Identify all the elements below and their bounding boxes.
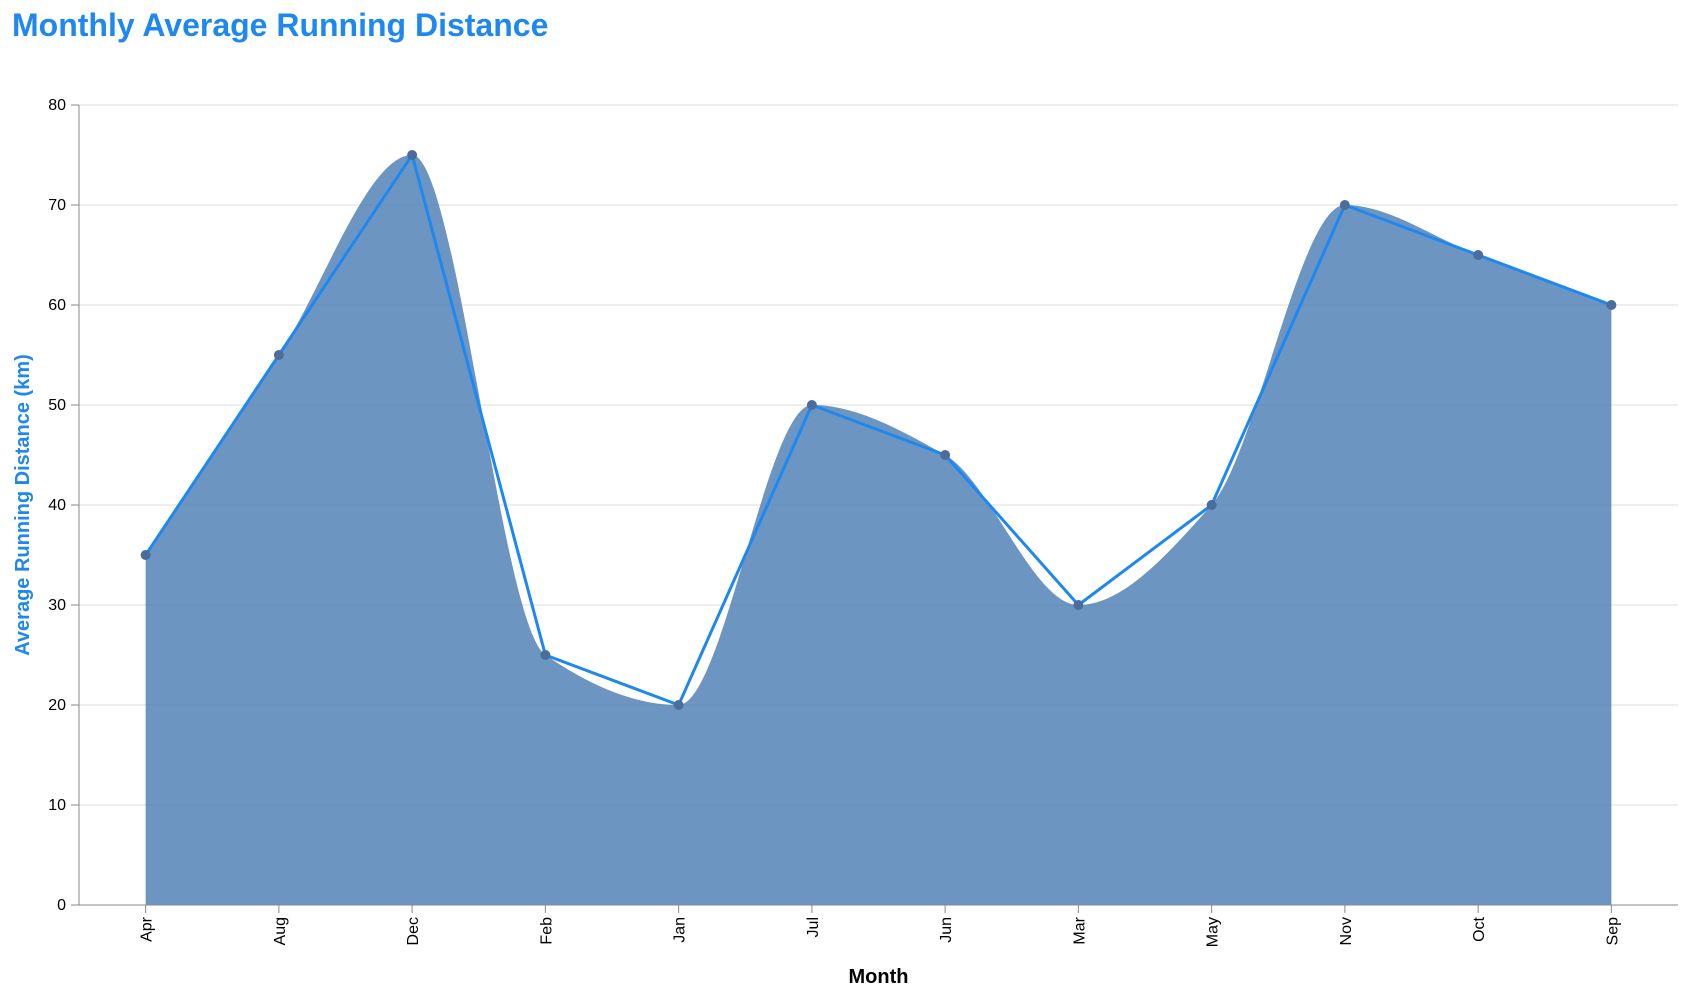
y-tick-label: 30 (48, 597, 66, 614)
x-tick-label-jul: Jul (805, 917, 822, 937)
x-tick-label-apr: Apr (139, 916, 156, 942)
y-tick-label: 40 (48, 497, 66, 514)
y-tick-label: 0 (57, 897, 66, 914)
x-tick-label-jan: Jan (672, 917, 689, 943)
line-layer (144, 153, 1612, 707)
y-axis-title: Average Running Distance (km) (12, 354, 34, 656)
data-point-apr (140, 550, 151, 560)
data-point-may (1206, 500, 1217, 510)
data-point-oct (1473, 250, 1484, 260)
area-series (145, 155, 1612, 905)
data-point-sep (1606, 300, 1617, 310)
x-axis-title: Month (849, 966, 909, 988)
data-point-jul (806, 400, 817, 410)
area-layer (145, 155, 1612, 905)
x-tick-label-sep: Sep (1604, 917, 1621, 946)
point-layer (140, 150, 1617, 710)
y-tick-label: 10 (48, 797, 66, 814)
y-tick-label: 80 (48, 97, 66, 114)
data-point-nov (1339, 200, 1350, 210)
data-point-aug (273, 350, 284, 360)
x-tick-label-nov: Nov (1338, 917, 1355, 945)
data-point-mar (1073, 600, 1084, 610)
data-point-jan (673, 700, 684, 710)
x-tick-label-may: May (1205, 917, 1222, 947)
y-tick-label: 20 (48, 697, 66, 714)
x-axis-ticks: Apr Aug Dec Feb Jan Jul Jun Mar May Nov Oct Sep (139, 905, 1621, 947)
x-tick-label-dec: Dec (405, 917, 422, 945)
y-tick-label: 70 (48, 197, 66, 214)
x-tick-label-feb: Feb (538, 917, 555, 945)
x-tick-label-oct: Oct (1471, 916, 1488, 941)
y-tick-label: 50 (48, 397, 66, 414)
x-tick-label-aug: Aug (272, 917, 289, 945)
x-tick-label-mar: Mar (1071, 916, 1088, 944)
data-point-dec (407, 150, 418, 160)
data-point-feb (540, 650, 551, 660)
line-series (144, 153, 1612, 707)
chart-title: Monthly Average Running Distance (12, 7, 548, 43)
data-point-jun (940, 450, 951, 460)
y-tick-label: 60 (48, 297, 66, 314)
x-tick-label-jun: Jun (938, 917, 955, 943)
y-axis-ticks: 0 10 20 30 40 50 60 70 80 (48, 97, 79, 914)
